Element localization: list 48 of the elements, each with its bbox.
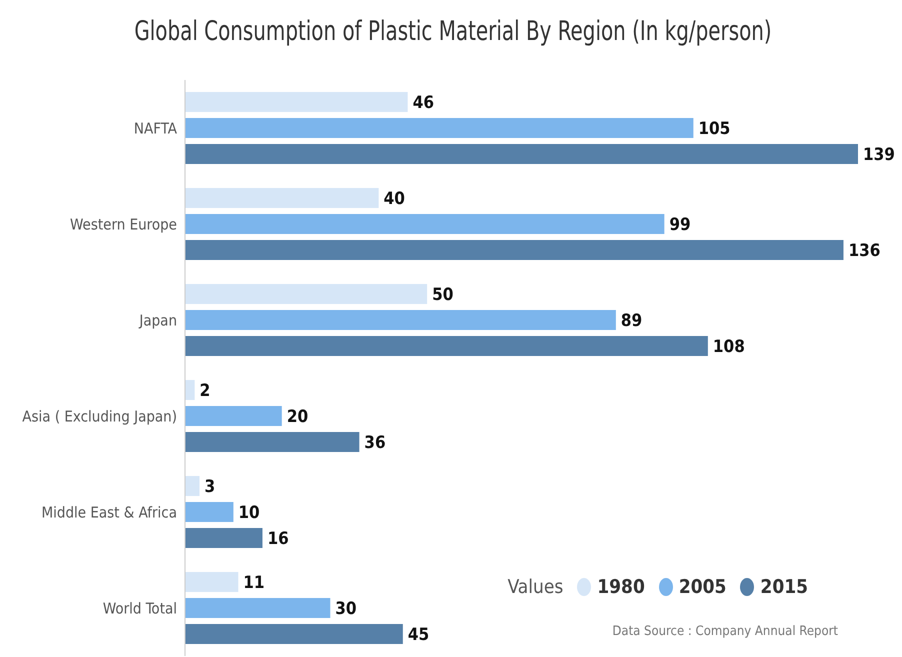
- data-label: 89: [620, 311, 642, 332]
- data-label: 46: [412, 93, 434, 114]
- data-label: 10: [238, 503, 260, 524]
- bar: [185, 432, 360, 452]
- bar: [185, 406, 282, 426]
- bar: [185, 476, 200, 496]
- data-label: 40: [384, 189, 405, 210]
- data-label: 11: [243, 573, 265, 594]
- legend-label: 2005: [678, 576, 726, 598]
- data-label: 139: [863, 145, 895, 166]
- bar: [185, 310, 616, 330]
- annotation: Data Source : Company Annual Report: [612, 624, 838, 639]
- data-label: 105: [698, 119, 730, 140]
- legend-label: 1980: [596, 576, 645, 598]
- data-label: 20: [286, 407, 308, 428]
- data-label: 3: [204, 477, 216, 498]
- bar: [185, 92, 408, 112]
- data-label: 99: [669, 215, 691, 236]
- bar: [185, 188, 379, 208]
- y-tick-label: World Total: [102, 599, 177, 618]
- data-label: 45: [408, 625, 430, 646]
- data-label: 50: [432, 285, 454, 306]
- legend-label: 2015: [759, 576, 808, 598]
- y-tick-label: Asia ( Excluding Japan): [22, 407, 177, 426]
- bar: [185, 598, 330, 618]
- bar: [185, 284, 428, 304]
- bar: [185, 336, 708, 356]
- bar: [185, 214, 664, 234]
- data-label: 30: [335, 599, 357, 620]
- bar: [185, 144, 858, 164]
- bar: [185, 240, 844, 260]
- data-label: 16: [267, 529, 289, 550]
- bar: [185, 118, 694, 138]
- bar: [185, 502, 234, 522]
- chart-title: Global Consumption of Plastic Material By Region (In kg/person): [133, 16, 773, 47]
- bar: [185, 528, 262, 548]
- y-tick-label: Middle East & Africa: [41, 503, 177, 522]
- bar: [185, 572, 238, 592]
- data-label: 2: [200, 381, 210, 402]
- y-tick-label: NAFTA: [134, 119, 178, 138]
- y-tick-label: Western Europe: [70, 215, 177, 234]
- legend-title: Values: [508, 576, 564, 598]
- bar: [185, 380, 195, 400]
- data-label: 136: [848, 241, 880, 262]
- bar: [185, 624, 403, 644]
- data-label: 108: [712, 337, 745, 358]
- y-tick-label: Japan: [138, 311, 177, 330]
- data-label: 36: [364, 433, 386, 454]
